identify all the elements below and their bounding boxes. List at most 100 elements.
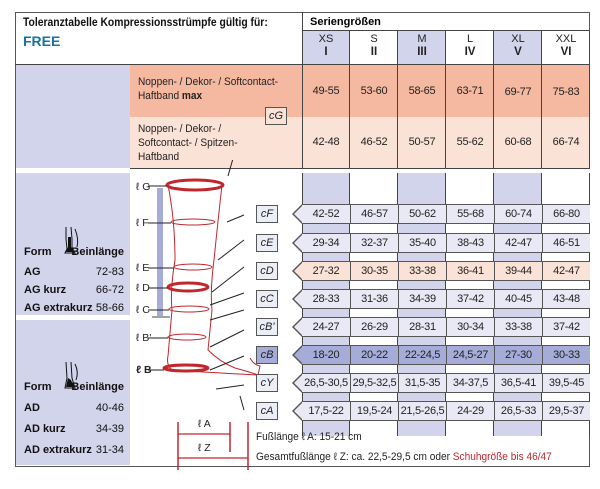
band-max-l: 63-71 [456, 85, 484, 97]
form-value: 40-46 [95, 402, 124, 414]
measure-cell: 33-38 [398, 262, 446, 280]
band-row-max: Noppen- / Dekor- / Softcontact- Haftband… [130, 65, 590, 117]
form-value: 58-66 [95, 302, 124, 314]
measure-cell: 39-44 [494, 262, 542, 280]
measure-cell: 40-45 [494, 290, 542, 308]
left-panel-top [16, 65, 130, 168]
pointer-arrow-icon [292, 317, 303, 337]
form-value: 72-83 [95, 266, 124, 278]
form-ag-extrakurz-row: AG extrakurz 58-66 [24, 302, 130, 314]
measure-cell: 26,5-30,5 [304, 377, 348, 389]
measure-cell: 66-80 [542, 205, 590, 223]
measure-cell: 60-74 [494, 205, 542, 223]
measure-cell: 39,5-45 [542, 374, 590, 392]
measure-cell: 33-38 [494, 318, 542, 336]
measure-cell: 30-34 [446, 318, 494, 336]
measure-cell: 43-48 [542, 290, 590, 308]
form-value: 31-34 [95, 444, 124, 456]
measure-tag: cE [256, 234, 278, 252]
pointer-arrow-icon [292, 233, 303, 253]
measure-cell: 36-41 [446, 262, 494, 280]
measure-cell: 38-43 [446, 234, 494, 252]
measure-cell: 34-37,5 [446, 374, 494, 392]
measure-cell: 29,5-37 [542, 402, 590, 420]
measure-cell: 42-52 [312, 208, 340, 220]
stocking-ag-icon [64, 226, 79, 254]
measure-cell: 27-30 [494, 346, 542, 364]
pointer-arrow-icon [292, 401, 303, 421]
leg-label-b: ℓ B [136, 364, 152, 376]
measure-cell: 28-33 [312, 293, 340, 305]
table-title: Toleranztabelle Kompressionsstrümpfe gül… [23, 17, 268, 29]
measure-cell: 17,5-22 [308, 405, 344, 417]
form-ad-extrakurz-row: AD extrakurz 31-34 [24, 444, 130, 456]
measure-cell: 24-27 [312, 321, 340, 333]
measure-cell: 30-33 [542, 346, 590, 364]
leg-length-label: Beinlänge [71, 246, 124, 258]
measure-tag: cB' [256, 318, 278, 336]
form-label: Form [24, 381, 52, 393]
measure-cell: 46-51 [542, 234, 590, 252]
size-header-xl: XL V [511, 33, 525, 58]
size-header-xxl: XXL VI [555, 33, 577, 58]
stocking-ad-icon [64, 361, 78, 389]
measure-cell: 50-62 [398, 205, 446, 223]
form-ag-row: AG 72-83 [24, 266, 130, 278]
band-max-xs: 49-55 [312, 85, 340, 97]
leg-label-c: ℓ C [136, 304, 150, 316]
measure-cell: 55-68 [446, 205, 494, 223]
measure-cell: 29,5-32,5 [350, 374, 398, 392]
band-max-m: 58-65 [408, 85, 436, 97]
leg-label-f: ℓ F [136, 217, 149, 229]
measure-tag: cC [256, 290, 278, 308]
measure-cell: 31,5-35 [398, 374, 446, 392]
total-foot-length-note: Gesamtfußlänge ℓ Z: ca. 22,5-29,5 cm ode… [256, 451, 552, 463]
tag-cg: cG [265, 107, 287, 125]
form-ag-panel: Form Beinlänge AG 72-83 AG kurz 66-72 AG… [16, 173, 130, 315]
form-value: 66-72 [95, 284, 124, 296]
measure-cell: 18-20 [312, 349, 340, 361]
form-ag-header: Form Beinlänge [24, 246, 130, 258]
measure-cell: 37-42 [542, 318, 590, 336]
foot-label-z: ℓ Z [198, 442, 211, 454]
measure-cell: 21,5-26,5 [398, 402, 446, 420]
pointer-arrow-icon [292, 289, 303, 309]
leg-label-d: ℓ D [136, 282, 150, 294]
form-label: Form [24, 246, 52, 258]
leg-label-b-prime: ℓ B' [136, 332, 152, 344]
measure-cell: 20-22 [350, 346, 398, 364]
form-name: AG extrakurz [24, 302, 93, 314]
measure-cell: 37-42 [446, 290, 494, 308]
form-name: AG [24, 266, 41, 278]
form-name: AD extrakurz [24, 444, 92, 456]
product-name: FREE [23, 33, 61, 49]
leg-label-e: ℓ E [136, 262, 150, 274]
header-divider [15, 64, 590, 65]
band-std-s: 46-52 [360, 136, 388, 148]
pointer-arrow-icon [292, 204, 303, 224]
shoe-size-highlight: Schuhgröße bis 46/47 [452, 451, 552, 463]
size-header-l: L IV [464, 33, 476, 58]
band-label-standard: Noppen- / Dekor- / Softcontact- / Spitze… [138, 123, 238, 163]
measure-cell: 19,5-24 [350, 402, 398, 420]
form-name: AG kurz [24, 284, 67, 296]
band-row-standard: Noppen- / Dekor- / Softcontact- / Spitze… [130, 117, 590, 168]
measure-cell: 42-47 [494, 234, 542, 252]
measure-cell: 28-31 [398, 318, 446, 336]
form-ad-header: Form Beinlänge [24, 381, 130, 393]
pointer-arrow-icon [292, 373, 303, 393]
measure-cell: 31-36 [350, 290, 398, 308]
pointer-arrow-icon [292, 345, 303, 365]
measure-cell: 24,5-27 [446, 346, 494, 364]
measure-tag: cB [256, 346, 278, 364]
form-ad-kurz-row: AD kurz 34-39 [24, 423, 130, 435]
measure-tag: cY [256, 374, 278, 392]
series-sizes-header: Seriengrößen [302, 12, 590, 31]
form-name: AD [24, 402, 40, 414]
measure-tag: cD [256, 262, 278, 280]
measure-cell: 30-35 [350, 262, 398, 280]
measure-cell: 26,5-33 [494, 402, 542, 420]
band-std-xxl: 66-74 [552, 136, 580, 148]
band-std-xs: 42-48 [312, 136, 340, 148]
leg-length-label: Beinlänge [71, 381, 124, 393]
